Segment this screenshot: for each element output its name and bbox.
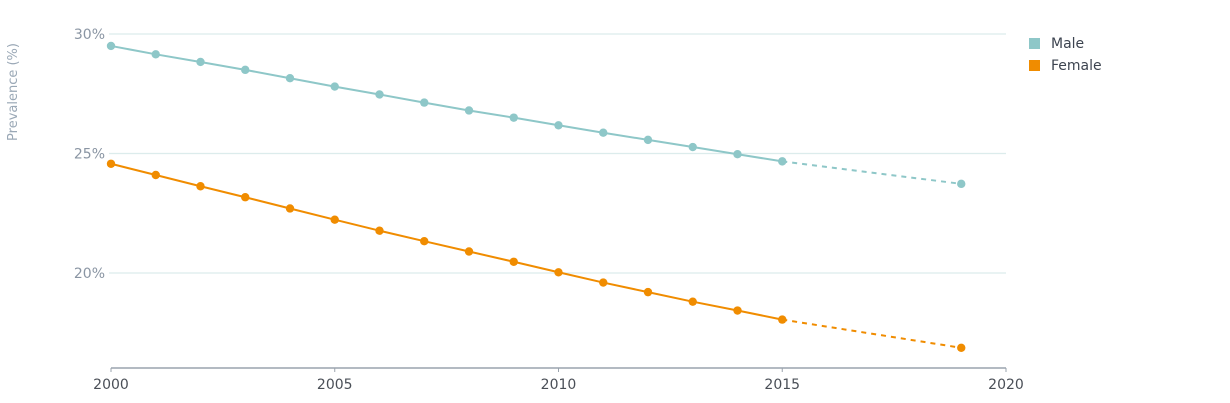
- data-point-male[interactable]: [241, 65, 250, 75]
- series-male: [106, 41, 966, 189]
- data-point-male[interactable]: [285, 74, 295, 83]
- x-tick-label: 2000: [93, 377, 129, 393]
- data-point-male[interactable]: [778, 157, 787, 166]
- data-point-female[interactable]: [196, 182, 205, 191]
- y-axis-ticks: 20% 25% 30%: [74, 27, 105, 282]
- x-tick-label: 2005: [317, 377, 353, 393]
- data-point-female[interactable]: [778, 315, 787, 324]
- legend-item-male[interactable]: Male: [1029, 36, 1084, 52]
- data-point-female[interactable]: [464, 247, 474, 256]
- legend-swatch: [1029, 38, 1040, 49]
- data-point-female[interactable]: [599, 278, 608, 287]
- series-layer: [106, 41, 966, 353]
- data-point-male[interactable]: [599, 128, 608, 137]
- x-tick-label: 2020: [988, 377, 1024, 393]
- data-point-male[interactable]: [196, 57, 205, 67]
- data-point-female[interactable]: [375, 226, 384, 235]
- data-point-female[interactable]: [643, 287, 653, 297]
- data-point-female[interactable]: [554, 268, 563, 277]
- y-axis-title: Prevalence (%): [6, 43, 21, 141]
- y-tick-label: 30%: [74, 27, 105, 43]
- data-point-male[interactable]: [643, 135, 653, 145]
- data-point-male[interactable]: [554, 121, 563, 130]
- x-axis-ticks: 2000 2005 2010 2015 2020: [93, 368, 1024, 393]
- data-point-female[interactable]: [733, 306, 742, 315]
- series-line-male: [110, 44, 783, 163]
- y-tick-label: 25%: [74, 147, 105, 163]
- data-point-female[interactable]: [420, 237, 429, 246]
- series-line-female: [110, 162, 783, 321]
- data-point-female[interactable]: [285, 204, 295, 213]
- legend: Male Female: [1029, 36, 1102, 74]
- data-point-male[interactable]: [330, 82, 339, 91]
- data-point-male[interactable]: [106, 41, 116, 51]
- legend-label: Female: [1051, 58, 1102, 74]
- data-point-male[interactable]: [375, 90, 384, 99]
- legend-item-female[interactable]: Female: [1029, 58, 1102, 74]
- projection-line-female: [782, 318, 962, 349]
- data-point-female[interactable]: [688, 297, 697, 306]
- data-point-male[interactable]: [733, 150, 742, 159]
- projected-point-female[interactable]: [957, 343, 966, 353]
- data-point-female[interactable]: [509, 257, 518, 266]
- x-tick-label: 2015: [764, 377, 800, 393]
- y-tick-label: 20%: [74, 266, 105, 282]
- data-point-female[interactable]: [151, 170, 160, 180]
- data-point-female[interactable]: [106, 159, 116, 168]
- projection-line-male: [782, 160, 962, 185]
- projected-point-male[interactable]: [957, 179, 966, 189]
- data-point-male[interactable]: [509, 113, 518, 122]
- data-point-male[interactable]: [464, 106, 474, 115]
- data-point-female[interactable]: [241, 193, 250, 202]
- data-point-male[interactable]: [420, 98, 429, 107]
- series-female: [106, 159, 966, 353]
- x-tick-label: 2010: [541, 377, 577, 393]
- data-point-male[interactable]: [151, 50, 160, 59]
- data-point-male[interactable]: [688, 142, 697, 152]
- data-point-female[interactable]: [330, 215, 339, 224]
- legend-label: Male: [1051, 36, 1084, 52]
- legend-swatch: [1029, 60, 1040, 71]
